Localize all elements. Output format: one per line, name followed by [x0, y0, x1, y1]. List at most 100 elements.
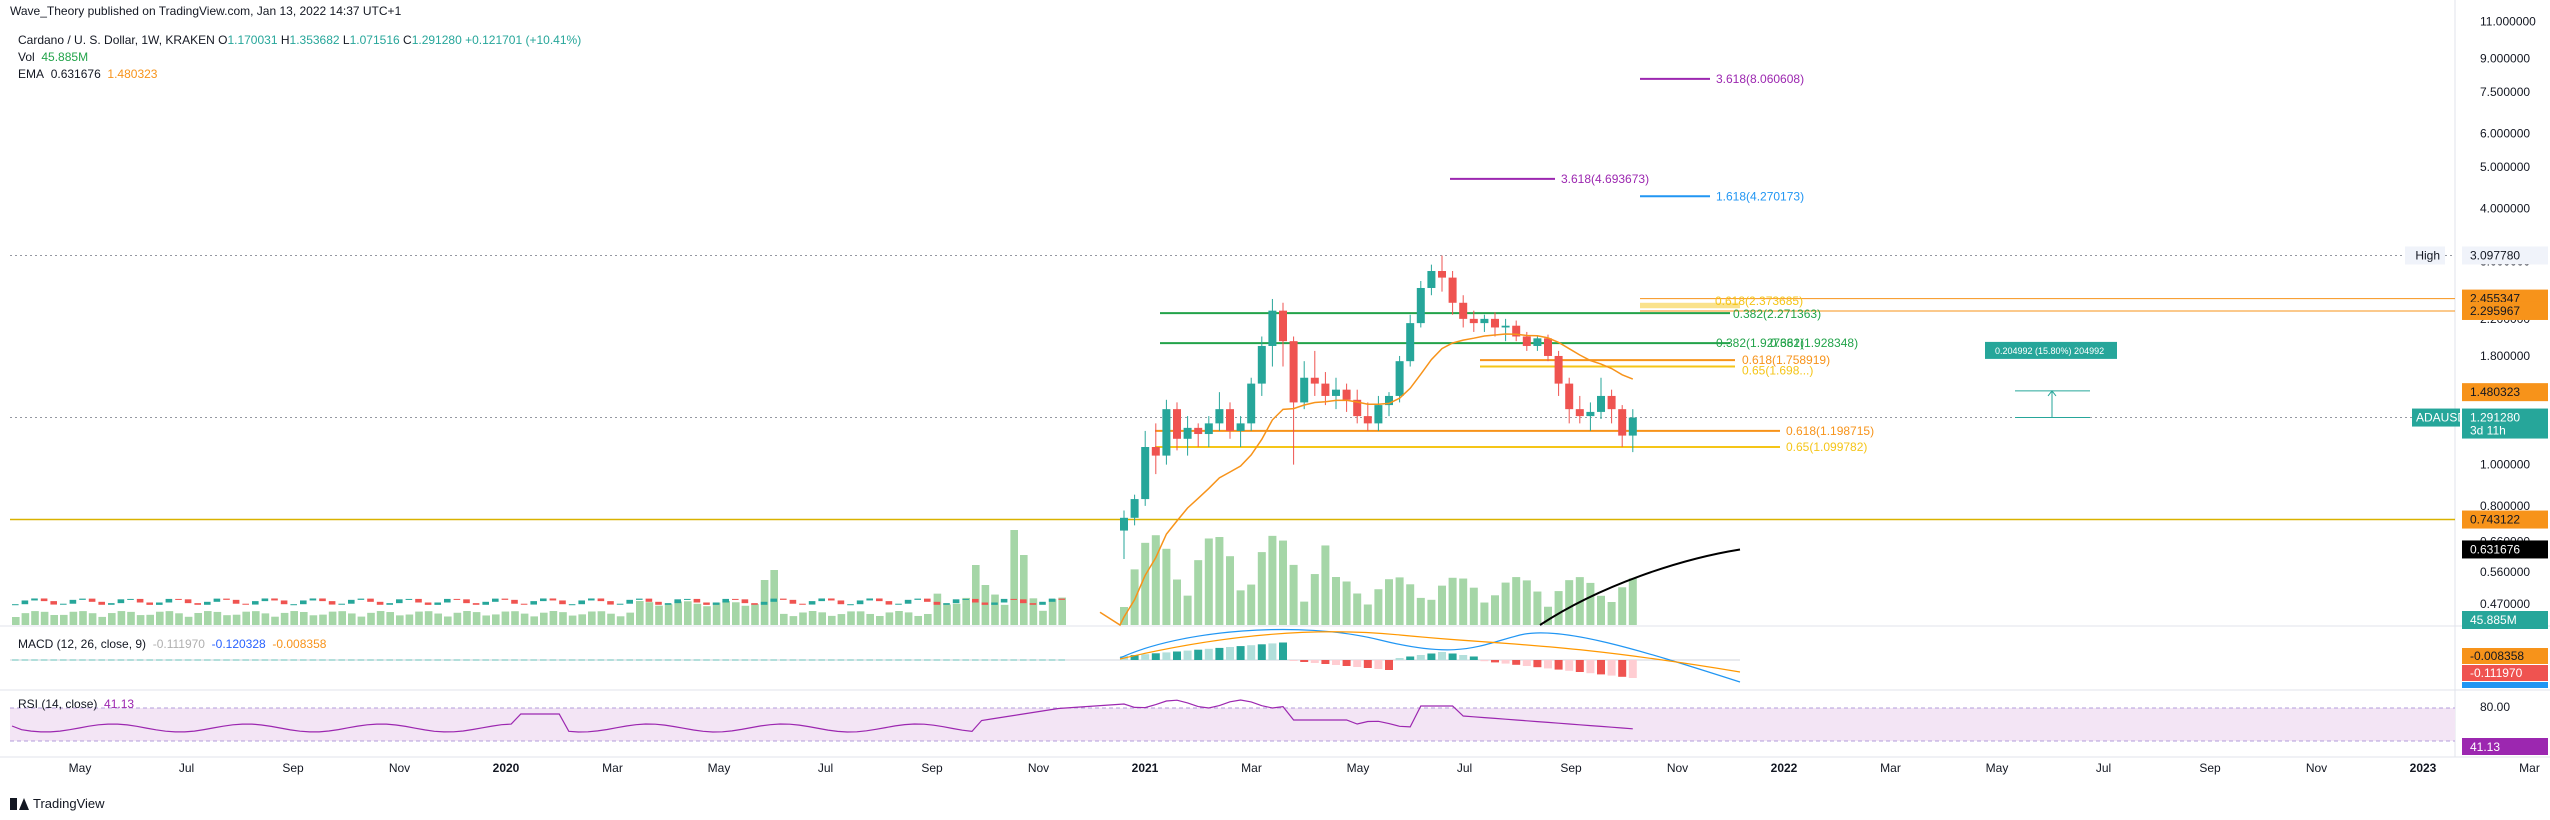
candle-body — [1565, 383, 1574, 410]
macd-hist-bar — [1300, 660, 1309, 662]
time-tick-label: Sep — [2199, 761, 2221, 775]
volume-bar — [40, 611, 49, 625]
rsi-badge: 41.13 — [2470, 740, 2500, 754]
badge-2296-bg — [2462, 301, 2548, 320]
price-tick-label: 0.470000 — [2480, 597, 2530, 611]
candle-body — [991, 602, 998, 605]
ema-fast-line — [1099, 333, 1634, 627]
candle-body — [818, 598, 825, 602]
volume-bar — [1141, 542, 1150, 625]
price-tick-label: 4.000000 — [2480, 201, 2530, 215]
volume-bar — [1586, 582, 1595, 625]
macd-hist-bar — [597, 659, 605, 661]
candle-body — [712, 602, 720, 605]
macd-hist-bar — [1416, 655, 1425, 660]
candle-body — [1374, 405, 1383, 424]
measure-label-bg — [1985, 341, 2117, 359]
publisher-line: Wave_Theory published on TradingView.com… — [10, 4, 402, 18]
candle-body — [146, 602, 153, 605]
volume-bar — [904, 612, 913, 625]
time-tick-label: Jul — [818, 761, 833, 775]
macd-hist-bar — [88, 659, 96, 661]
open-value: 1.170031 — [227, 33, 278, 47]
macd-hist-bar — [808, 659, 816, 661]
badge-0743: 0.743122 — [2470, 513, 2520, 527]
volume-bar — [847, 611, 855, 625]
volume-bar — [261, 613, 270, 625]
candle-body — [520, 603, 528, 605]
macd-hist-bar — [1597, 660, 1605, 675]
macd-hist-bar — [1438, 652, 1446, 660]
rsi-tick-label: 80.00 — [2480, 700, 2510, 714]
candle-body — [799, 603, 806, 605]
candle-body — [856, 600, 864, 605]
volume-bar — [1533, 591, 1542, 625]
volume-bar — [79, 611, 87, 625]
volume-bar — [722, 601, 730, 625]
macd-hist-bar — [40, 659, 48, 661]
volume-bar — [837, 614, 846, 625]
price-tick-label: 9.000000 — [2480, 51, 2530, 65]
candle-body — [1162, 409, 1171, 456]
candle-body — [386, 603, 393, 605]
macd-hist-bar — [1459, 655, 1468, 660]
candle-body — [338, 603, 345, 605]
macd-hist-bar — [895, 659, 902, 661]
low-value: 1.071516 — [349, 33, 400, 47]
volume-bar — [98, 616, 106, 625]
candle-body — [69, 599, 77, 604]
volume-bar — [88, 613, 97, 625]
badge-ema-fast: 1.480323 — [2470, 385, 2520, 399]
volume-bar — [1374, 589, 1383, 625]
volume-bar — [1268, 535, 1277, 625]
macd-hist-bar — [1058, 659, 1065, 661]
macd-hist-bar — [1385, 660, 1393, 670]
candle-body — [40, 598, 48, 602]
volume-bar — [1000, 604, 1009, 625]
volume-bar — [741, 605, 750, 625]
candle-body — [213, 598, 221, 602]
macd-hist-bar — [31, 659, 38, 661]
macd-hist-bar — [367, 659, 374, 661]
macd-hist-bar — [424, 659, 432, 661]
candle-body — [12, 604, 19, 606]
volume-bar — [1279, 540, 1287, 625]
candle-body — [280, 600, 288, 605]
candle-body — [472, 603, 480, 605]
volume-bar — [1416, 597, 1425, 625]
macd-hist-bar — [741, 659, 749, 661]
volume-bar — [895, 611, 903, 625]
volume-bar — [1597, 595, 1605, 625]
macd-hist-bar — [588, 659, 595, 661]
macd-hist-bar — [568, 659, 576, 661]
ema-value-slow: 0.631676 — [50, 67, 101, 81]
macd-hist-bar — [242, 659, 249, 661]
candle-body — [1385, 395, 1393, 406]
candle-body — [376, 601, 384, 605]
macd-hist-bar — [693, 659, 701, 661]
macd-hist-bar — [117, 659, 125, 661]
candle-body — [540, 598, 547, 602]
volume-bar — [972, 565, 980, 625]
candle-body — [1597, 395, 1605, 412]
macd-hist-bar — [1586, 660, 1595, 674]
volume-bar — [1194, 560, 1203, 625]
volume-bar — [328, 611, 337, 625]
macd-value-1: -0.111970 — [152, 637, 205, 651]
candle-body — [1586, 411, 1595, 417]
candle-body — [578, 600, 585, 605]
volume-bar — [1010, 530, 1018, 625]
time-tick-label: Nov — [389, 761, 410, 775]
tradingview-logo[interactable]: TradingView — [10, 796, 105, 811]
macd-hist-bar — [328, 659, 336, 661]
volume-bar — [1628, 578, 1637, 625]
macd-line — [1119, 628, 1741, 683]
macd-hist-bar — [799, 659, 806, 661]
ema-slow-line — [1539, 548, 1741, 626]
time-tick-label: May — [1986, 761, 2009, 775]
macd-hist-bar — [1247, 645, 1256, 660]
badge-ema-slow: 0.631676 — [2470, 542, 2520, 556]
candle-body — [1300, 377, 1309, 403]
time-tick-label: Mar — [1241, 761, 1262, 775]
